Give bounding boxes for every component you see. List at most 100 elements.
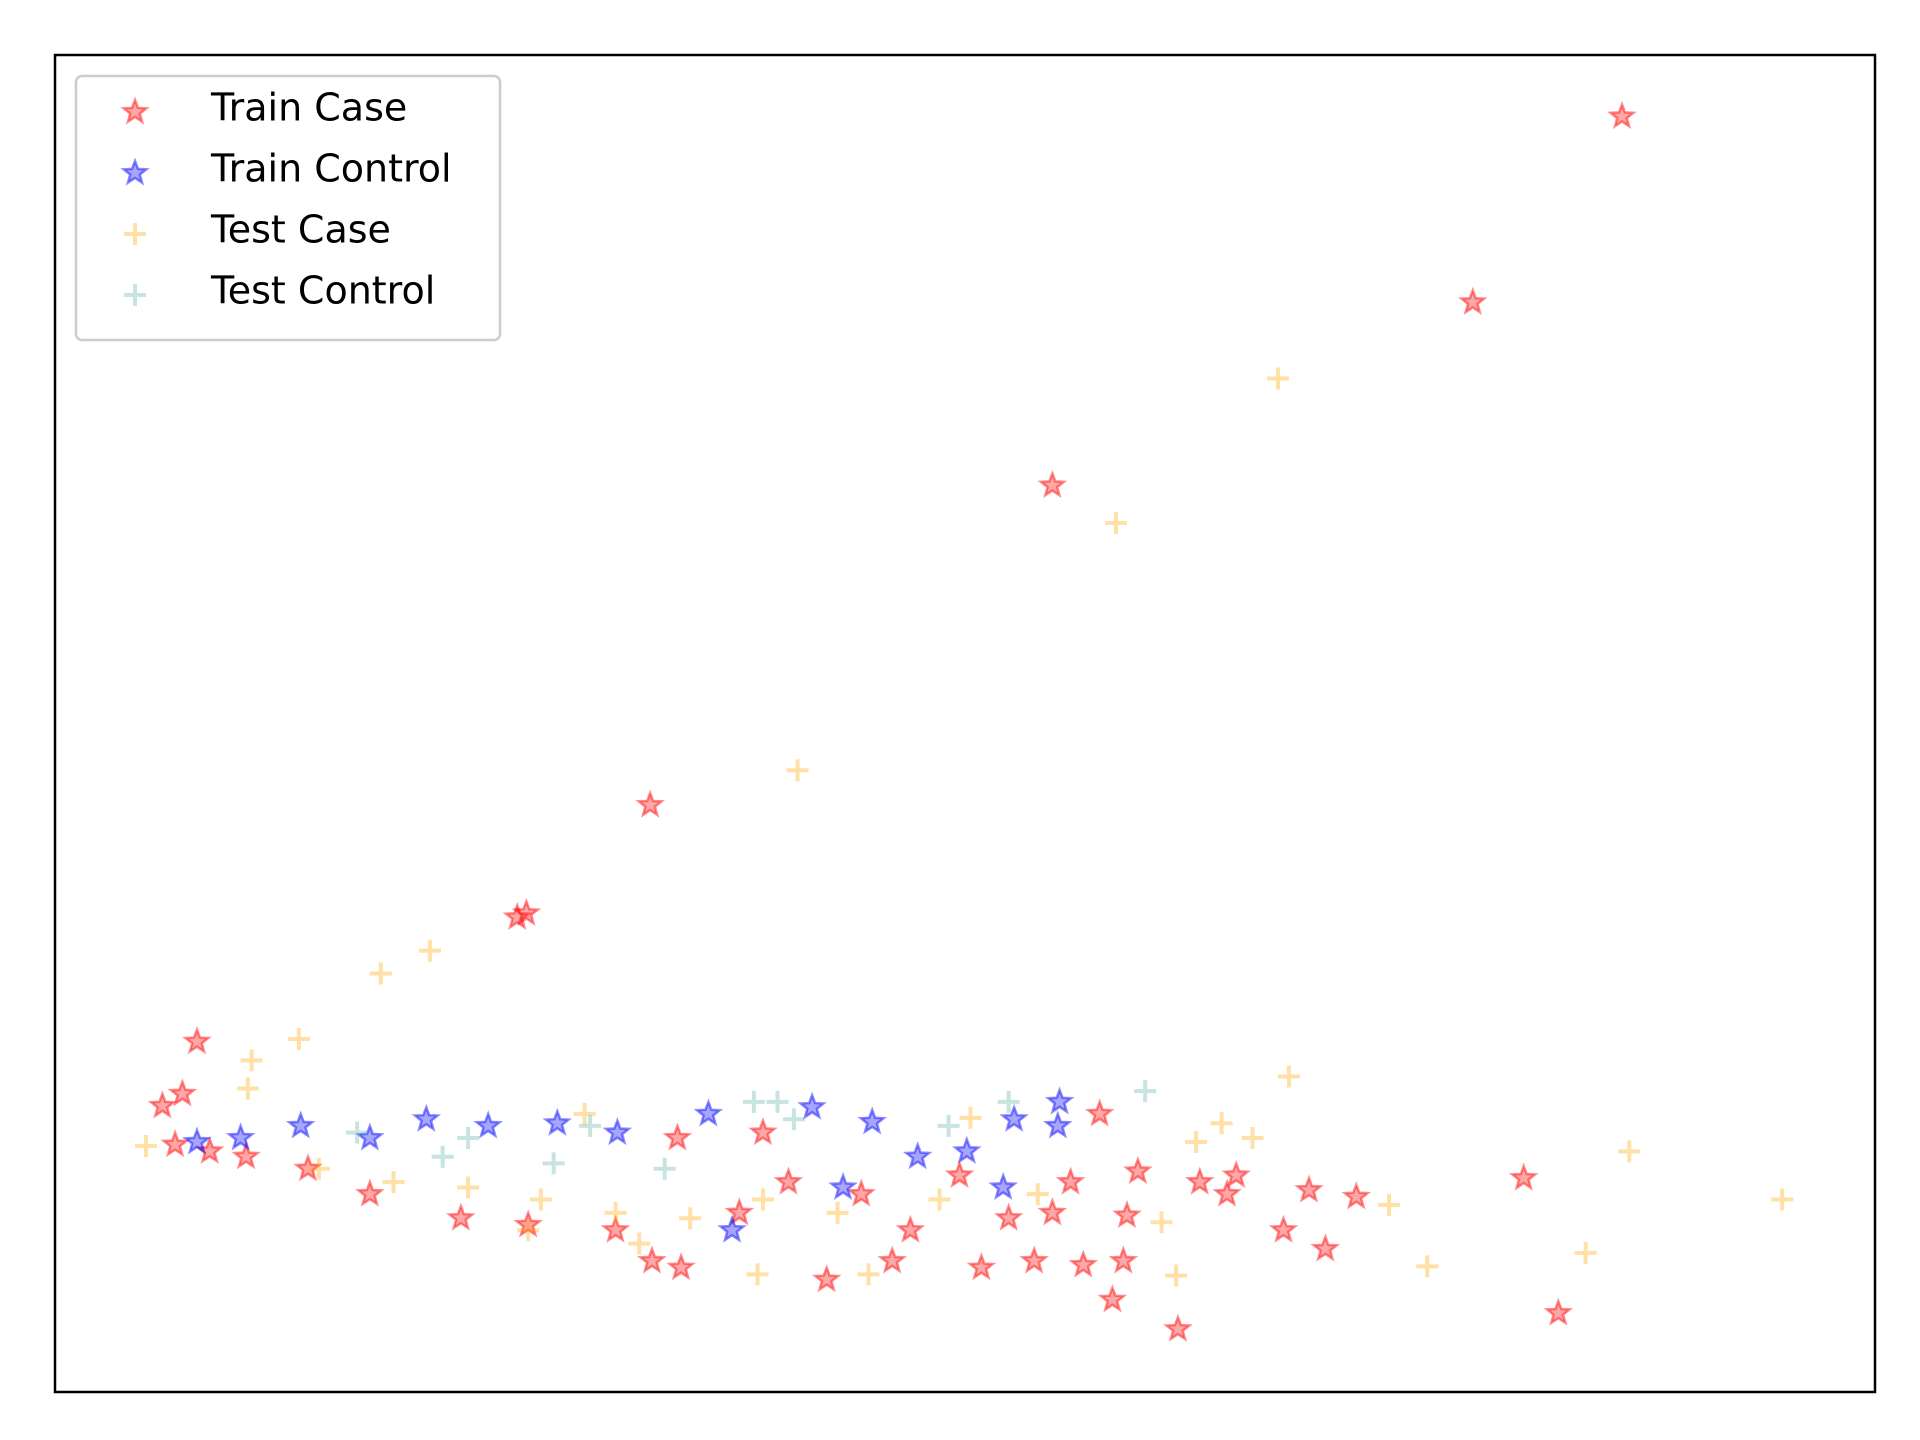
point bbox=[542, 1152, 565, 1175]
point bbox=[748, 1117, 778, 1146]
point bbox=[928, 1188, 951, 1211]
point bbox=[846, 1178, 877, 1207]
point bbox=[797, 1091, 827, 1120]
point bbox=[988, 1171, 1019, 1200]
point bbox=[382, 1171, 405, 1194]
point bbox=[902, 1141, 933, 1170]
point bbox=[857, 1106, 887, 1135]
legend-label: Train Case bbox=[210, 86, 407, 130]
point bbox=[147, 1090, 178, 1119]
point bbox=[959, 1106, 982, 1129]
point bbox=[600, 1214, 631, 1243]
point bbox=[786, 759, 809, 782]
point bbox=[445, 1202, 476, 1231]
point bbox=[679, 1207, 702, 1230]
point bbox=[307, 1157, 330, 1180]
point bbox=[1341, 1181, 1372, 1210]
point bbox=[766, 1090, 789, 1113]
point bbox=[418, 939, 441, 962]
point bbox=[293, 1153, 323, 1182]
point bbox=[717, 1214, 747, 1243]
point bbox=[1037, 469, 1068, 499]
point bbox=[1084, 1098, 1115, 1127]
point bbox=[746, 1263, 769, 1286]
point bbox=[602, 1117, 633, 1146]
point bbox=[628, 1232, 651, 1255]
point bbox=[135, 1134, 157, 1157]
point bbox=[1163, 1313, 1193, 1342]
point bbox=[160, 1129, 190, 1158]
point bbox=[966, 1252, 997, 1281]
point bbox=[999, 1103, 1030, 1132]
legend-box bbox=[74, 74, 502, 342]
point bbox=[431, 1145, 454, 1168]
point bbox=[1508, 1162, 1539, 1191]
point bbox=[1543, 1297, 1574, 1326]
point bbox=[542, 1107, 573, 1136]
point bbox=[857, 1263, 880, 1286]
point bbox=[1210, 1112, 1233, 1135]
point bbox=[1457, 286, 1488, 315]
point bbox=[751, 1188, 774, 1211]
point bbox=[369, 962, 392, 985]
point bbox=[637, 1245, 667, 1274]
point bbox=[1277, 1065, 1300, 1088]
legend-marker bbox=[124, 284, 146, 306]
point bbox=[225, 1122, 256, 1151]
legend-marker bbox=[124, 223, 146, 245]
point bbox=[1097, 1284, 1128, 1313]
point bbox=[993, 1202, 1024, 1231]
point bbox=[1771, 1188, 1794, 1211]
point bbox=[194, 1135, 225, 1164]
point bbox=[773, 1166, 804, 1195]
point bbox=[1108, 1245, 1139, 1274]
legend-label: Test Case bbox=[210, 208, 391, 252]
point bbox=[167, 1078, 198, 1107]
point bbox=[1241, 1126, 1264, 1149]
point bbox=[231, 1141, 261, 1170]
point bbox=[1055, 1166, 1086, 1195]
point bbox=[653, 1157, 676, 1180]
point bbox=[1221, 1159, 1251, 1189]
legend-label: Test Control bbox=[210, 269, 435, 313]
point bbox=[782, 1108, 805, 1131]
legend-marker bbox=[120, 157, 150, 186]
point bbox=[1574, 1241, 1597, 1264]
point bbox=[354, 1122, 385, 1151]
point bbox=[236, 1077, 259, 1100]
point bbox=[287, 1028, 310, 1051]
point bbox=[811, 1264, 842, 1293]
point bbox=[895, 1214, 926, 1243]
point bbox=[355, 1178, 385, 1207]
point bbox=[285, 1110, 316, 1139]
plot-frame bbox=[53, 53, 1877, 1394]
point bbox=[182, 1126, 212, 1155]
point bbox=[513, 1209, 544, 1238]
point bbox=[1123, 1155, 1153, 1185]
point bbox=[1068, 1249, 1099, 1278]
point bbox=[346, 1121, 369, 1144]
point bbox=[828, 1171, 858, 1200]
point bbox=[1019, 1245, 1050, 1274]
legend-marker bbox=[120, 96, 150, 125]
point bbox=[502, 901, 533, 930]
point bbox=[877, 1245, 908, 1274]
point bbox=[1026, 1183, 1049, 1206]
legend-label: Train Control bbox=[210, 147, 452, 191]
point bbox=[517, 1219, 540, 1242]
point bbox=[604, 1201, 627, 1224]
point bbox=[473, 1110, 504, 1139]
point bbox=[1416, 1255, 1439, 1278]
point bbox=[1618, 1140, 1641, 1163]
point bbox=[1165, 1264, 1188, 1287]
point bbox=[693, 1098, 724, 1127]
point bbox=[1185, 1130, 1208, 1153]
point bbox=[182, 1026, 212, 1055]
point bbox=[1150, 1211, 1173, 1234]
point bbox=[1037, 1197, 1068, 1226]
point bbox=[1267, 367, 1290, 390]
point bbox=[724, 1197, 755, 1226]
point bbox=[826, 1201, 849, 1224]
point bbox=[662, 1122, 693, 1151]
